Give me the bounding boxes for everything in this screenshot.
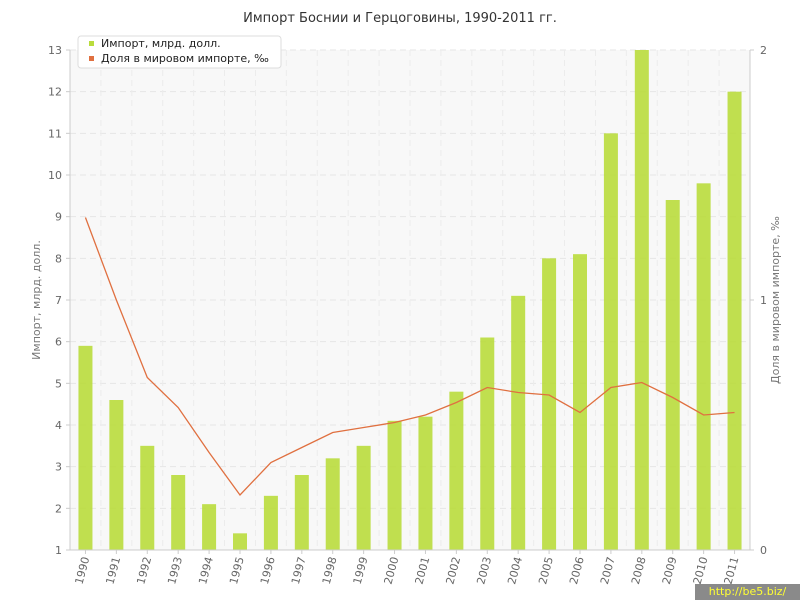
bar [573,254,587,550]
y-tick-label: 10 [48,169,62,182]
bar [542,258,557,550]
x-tick-label: 2000 [382,555,402,585]
x-tick-label: 2005 [536,555,556,585]
y-tick-label: 1 [55,544,62,557]
bar [202,504,217,550]
x-tick-label: 2011 [722,555,742,585]
bar [233,533,247,550]
y-tick-label: 4 [55,419,62,432]
x-tick-label: 2010 [691,555,711,585]
y2-axis-ticks: 0 1 2 [750,44,767,557]
x-tick-label: 1993 [165,555,185,585]
bar [78,345,93,550]
y-tick-label: 13 [48,44,62,57]
legend-swatch-share [89,56,94,61]
y-tick-label: 9 [55,211,62,224]
y-tick-label: 11 [48,127,62,140]
legend-swatch-imports [89,41,94,46]
y2-tick-label: 2 [760,44,767,57]
x-tick-label: 2008 [629,555,649,585]
y-tick-label: 8 [55,252,62,265]
x-tick-label: 1994 [196,555,216,585]
chart-title: Импорт Боснии и Герцоговины, 1990-2011 г… [243,11,557,26]
bar [449,391,464,550]
bar [418,416,433,550]
bar [263,495,278,550]
x-tick-label: 2001 [413,555,433,585]
x-tick-label: 1998 [320,555,340,585]
x-tick-label: 2004 [505,555,525,585]
bar [511,295,526,550]
y-axis-label: Импорт, млрд. долл. [30,240,43,360]
bar [634,50,649,550]
y2-tick-label: 1 [760,294,767,307]
x-tick-label: 1990 [73,555,93,585]
x-tick-label: 1996 [258,555,278,585]
bar [325,458,340,550]
legend-box [77,35,282,69]
y-tick-label: 2 [55,502,62,515]
y2-axis-label: Доля в мировом импорте, ‰ [769,216,782,384]
legend-label-imports: Импорт, млрд. долл. [101,37,221,50]
y-tick-label: 6 [55,336,62,349]
bar [387,420,402,550]
bars [78,50,742,551]
x-tick-label: 2002 [443,555,463,585]
legend-label-share: Доля в мировом импорте, ‰ [101,52,269,65]
x-tick-label: 1999 [351,555,371,585]
watermark-link[interactable]: http://be5.biz/ [695,584,800,600]
x-tick-label: 2006 [567,555,587,585]
legend: Импорт, млрд. долл. Доля в мировом импор… [77,35,282,69]
bar [356,445,371,550]
line-series [84,217,735,497]
x-axis-ticks: 1990 1991 1992 1993 1994 1995 1996 1997 1998 1999… [73,550,742,586]
bar [140,445,155,550]
bar [480,337,495,550]
bar [294,475,309,550]
x-tick-label: 2007 [598,555,618,585]
bar [727,91,742,551]
x-tick-label: 2009 [660,555,680,585]
bar [171,475,186,550]
x-tick-label: 1992 [134,555,154,585]
y2-tick-label: 0 [760,544,767,557]
bar [665,200,680,550]
y-tick-label: 7 [55,294,62,307]
x-tick-label: 1991 [103,555,123,585]
x-tick-label: 2003 [474,555,494,585]
x-tick-label: 1997 [289,555,309,585]
x-tick-label: 1995 [227,555,247,585]
bar [109,400,124,550]
line-path [84,217,735,497]
y-tick-label: 3 [55,461,62,474]
y-tick-label: 5 [55,377,62,390]
bar [696,183,711,551]
bar [603,133,618,551]
y-tick-label: 12 [48,86,62,99]
